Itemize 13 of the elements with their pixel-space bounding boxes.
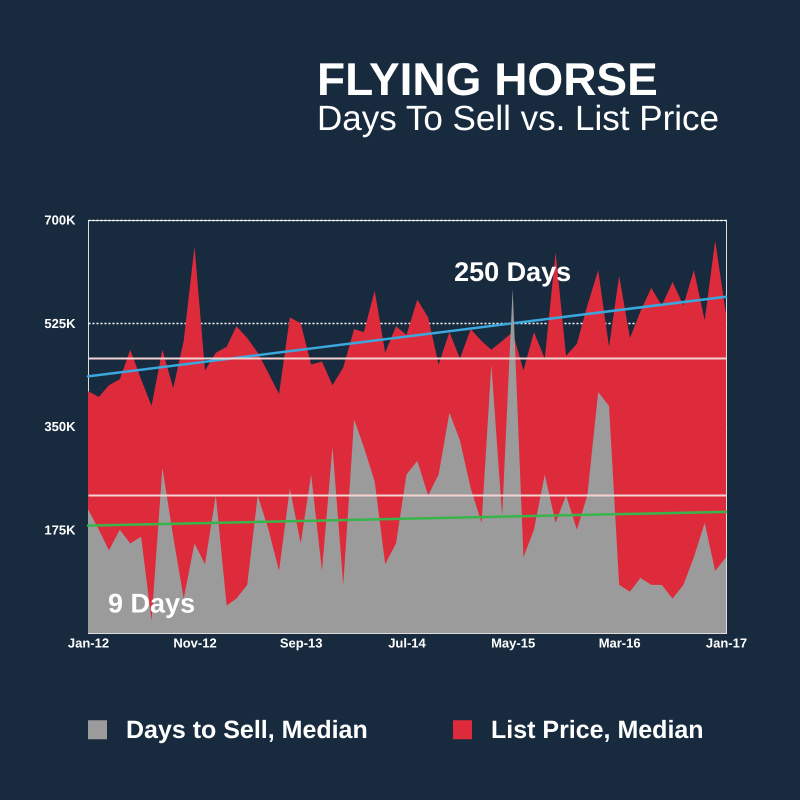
y-tick-label: 350K [44,419,76,434]
x-tick-label: Jan-17 [706,636,748,650]
y-tick-label: 175K [44,522,76,538]
x-tick-label: May-15 [491,636,536,650]
x-tick-label: Nov-12 [173,636,217,650]
y-tick-label: 700K [44,212,76,228]
legend-label: List Price, Median [491,716,704,744]
x-tick-label: Jan-12 [68,636,110,650]
x-tick-label: Sep-13 [280,636,322,650]
x-tick-label: Mar-16 [598,636,641,650]
y-tick-label: 525K [44,316,76,331]
x-tick-label: Jul-14 [388,636,427,650]
legend-label: Days to Sell, Median [126,716,368,744]
